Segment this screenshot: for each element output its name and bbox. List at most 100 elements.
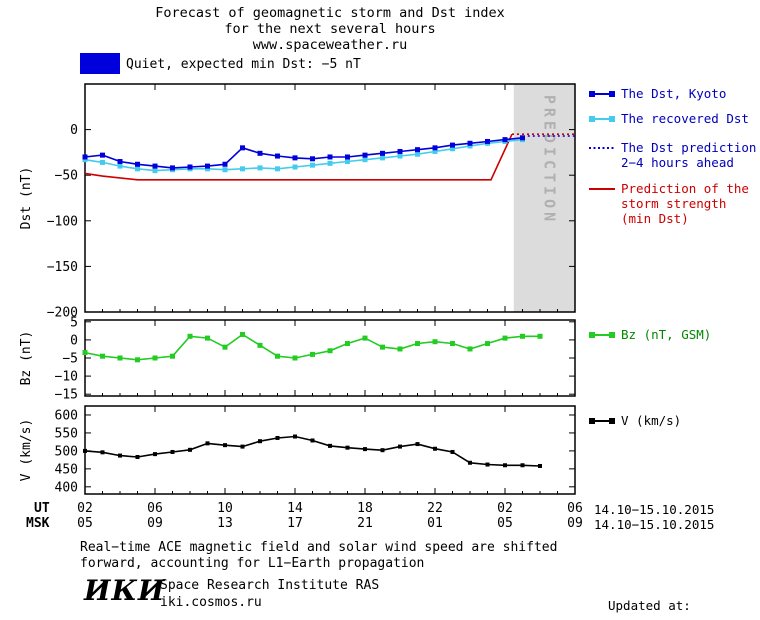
series-marker (100, 159, 105, 165)
series-marker (345, 445, 350, 450)
series-marker (152, 355, 158, 361)
series-marker (415, 341, 420, 347)
y-tick-label: 600 (55, 408, 78, 423)
y-tick-label: −10 (55, 370, 78, 385)
series-marker (292, 155, 298, 161)
series-marker (275, 166, 280, 172)
series-marker (240, 166, 245, 172)
series-marker (117, 159, 123, 165)
prediction-band-label: PREDICTION (540, 95, 558, 225)
series-marker (135, 455, 140, 460)
series-marker (327, 160, 333, 166)
series-marker (363, 447, 367, 452)
series-marker (205, 163, 210, 169)
institute-site: iki.cosmos.ru (160, 595, 262, 610)
series-marker (362, 157, 368, 163)
series-marker (135, 357, 140, 363)
series-marker (538, 463, 542, 468)
series-marker (257, 150, 263, 156)
series-marker (520, 333, 525, 339)
series-marker (398, 444, 402, 449)
series-marker (380, 344, 385, 350)
series-marker (100, 152, 105, 158)
series-marker (468, 460, 472, 465)
y-tick-label: 5 (70, 315, 78, 330)
prediction-band (513, 84, 575, 312)
page-title-line1: Forecast of geomagnetic storm and Dst in… (155, 5, 505, 21)
series-marker (502, 137, 508, 143)
series-marker (170, 449, 175, 454)
iki-logo: ИКИ (84, 574, 166, 607)
series-marker (503, 463, 507, 468)
series-marker (415, 442, 420, 447)
series-marker (485, 138, 490, 144)
series-marker (240, 331, 245, 337)
y-tick-label: −150 (47, 260, 78, 275)
series-marker (188, 447, 192, 452)
series-marker (205, 166, 210, 172)
series-marker (520, 463, 525, 468)
series-marker (310, 162, 315, 168)
y-tick-label: −15 (55, 388, 78, 403)
series-marker (152, 168, 158, 174)
y-tick-label: 450 (55, 462, 78, 477)
storm-level-text: Quiet, expected min Dst: −5 nT (126, 57, 361, 72)
series-line (84, 137, 523, 169)
series-marker (205, 441, 210, 446)
series-marker (222, 167, 228, 173)
series-marker (432, 339, 438, 345)
series-marker (432, 145, 438, 151)
series-marker (345, 341, 350, 347)
series-marker (222, 344, 228, 350)
series-marker (327, 348, 333, 354)
series-marker (467, 346, 473, 352)
y-tick-label: 550 (55, 426, 78, 441)
footnote-line1: Real−time ACE magnetic field and solar w… (80, 540, 558, 555)
series-marker (433, 446, 437, 451)
series-marker (222, 161, 228, 167)
series-marker (345, 159, 350, 165)
series-marker (485, 341, 490, 347)
series-marker (187, 333, 193, 339)
series-marker (362, 335, 368, 341)
y-tick-label: −100 (47, 214, 78, 229)
plot-frame (84, 405, 576, 495)
series-marker (275, 435, 280, 440)
y-tick-label: −5 (62, 352, 78, 367)
series-marker (100, 450, 105, 455)
y-axis-title: Bz (nT) (19, 331, 34, 386)
page-title-line2: for the next several hours (224, 21, 436, 37)
series-marker (467, 140, 473, 146)
y-tick-label: −50 (55, 169, 78, 184)
series-marker (292, 355, 298, 361)
series-marker (415, 151, 420, 157)
series-marker (153, 452, 157, 457)
series-marker (310, 438, 315, 443)
series-marker (397, 153, 403, 159)
series-marker (170, 165, 175, 171)
series-marker (117, 355, 123, 361)
series-marker (450, 449, 455, 454)
series-marker (310, 351, 315, 357)
series-marker (240, 145, 245, 151)
series-marker (397, 346, 403, 352)
series-marker (223, 443, 227, 448)
series-line (84, 138, 523, 172)
series-marker (205, 335, 210, 341)
series-marker (135, 161, 140, 167)
series-marker (135, 166, 140, 172)
updated-block: Updated at: UT 02:04, 15.10.2015 MSK 05:… (598, 566, 756, 620)
footnote-line2: forward, accounting for L1−Earth propaga… (80, 556, 425, 571)
y-tick-label: 0 (70, 123, 78, 138)
series-marker (258, 439, 262, 444)
site-url: www.spaceweather.ru (252, 37, 408, 53)
series-marker (450, 142, 455, 148)
series-marker (485, 462, 490, 467)
series-marker (380, 155, 385, 161)
series-marker (117, 163, 123, 169)
y-tick-label: −200 (47, 306, 78, 321)
series-marker (187, 164, 193, 170)
series-marker (257, 342, 263, 348)
